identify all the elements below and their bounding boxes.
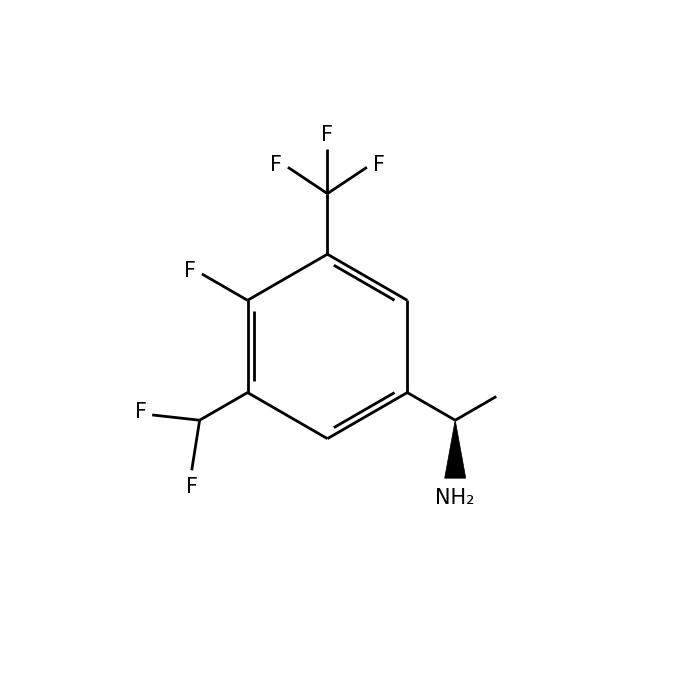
Text: F: F	[322, 125, 333, 145]
Polygon shape	[445, 421, 466, 478]
Text: F: F	[373, 154, 386, 175]
Text: F: F	[186, 477, 198, 497]
Text: F: F	[135, 402, 147, 423]
Text: NH₂: NH₂	[435, 488, 475, 508]
Text: F: F	[269, 154, 282, 175]
Text: F: F	[184, 261, 196, 281]
